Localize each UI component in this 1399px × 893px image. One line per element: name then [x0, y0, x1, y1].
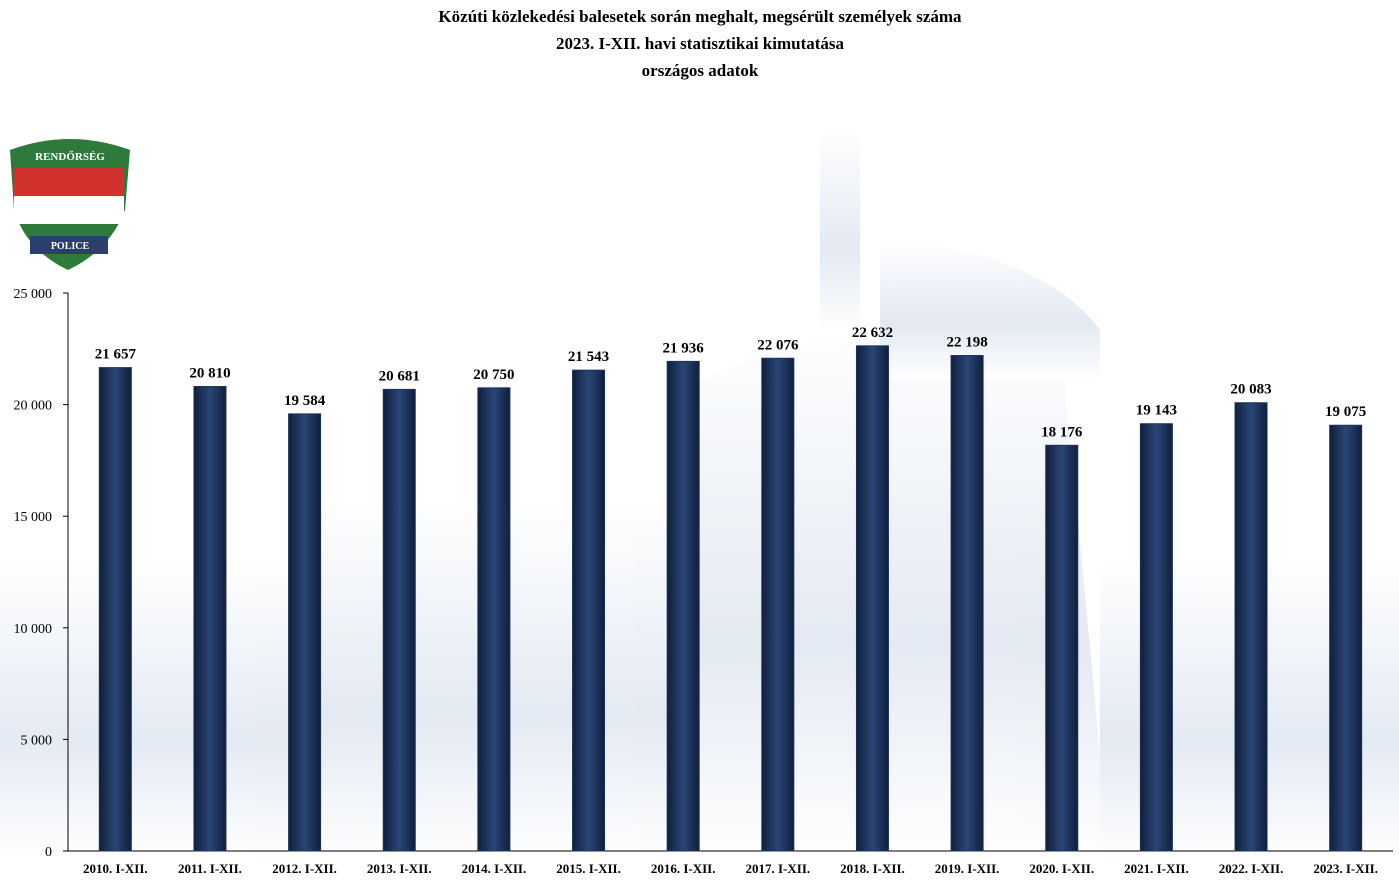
- value-label: 21 657: [95, 347, 137, 363]
- y-tick-label: 15 000: [14, 510, 53, 525]
- value-label: 20 810: [189, 366, 230, 382]
- chart-title: 2023. I-XII. havi statisztikai kimutatás…: [556, 34, 845, 53]
- bar: [1234, 402, 1268, 852]
- x-tick-label: 2023. I-XII.: [1313, 861, 1378, 876]
- value-label: 22 076: [757, 337, 799, 353]
- value-label: 20 083: [1230, 382, 1271, 398]
- y-tick-label: 5 000: [21, 733, 53, 748]
- bar: [950, 355, 984, 852]
- bar: [666, 360, 700, 852]
- logo-top-text: RENDŐRSÉG: [35, 151, 105, 163]
- bar: [1329, 424, 1363, 852]
- bar: [855, 345, 889, 852]
- value-label: 19 075: [1325, 404, 1366, 420]
- x-tick-label: 2015. I-XII.: [556, 861, 621, 876]
- value-label: 18 176: [1041, 424, 1083, 440]
- bar: [761, 357, 795, 852]
- bar: [288, 413, 322, 852]
- y-tick-label: 20 000: [14, 399, 53, 414]
- x-tick-label: 2010. I-XII.: [83, 861, 148, 876]
- chart-title: országos adatok: [642, 61, 759, 80]
- value-label: 21 936: [663, 340, 705, 356]
- value-label: 22 632: [852, 325, 893, 341]
- x-tick-label: 2020. I-XII.: [1029, 861, 1094, 876]
- value-label: 20 750: [473, 367, 514, 383]
- value-label: 21 543: [568, 349, 609, 365]
- x-tick-label: 2022. I-XII.: [1219, 861, 1284, 876]
- logo-bottom-text: POLICE: [51, 241, 90, 252]
- bar: [1139, 423, 1173, 852]
- bar: [382, 388, 416, 852]
- x-tick-label: 2019. I-XII.: [935, 861, 1000, 876]
- x-tick-label: 2014. I-XII.: [462, 861, 527, 876]
- bar: [572, 369, 606, 852]
- value-label: 19 584: [284, 393, 326, 409]
- x-tick-label: 2021. I-XII.: [1124, 861, 1189, 876]
- y-tick-label: 0: [45, 845, 52, 860]
- bar: [98, 367, 132, 852]
- y-tick-label: 25 000: [14, 287, 53, 302]
- chart-title: Közúti közlekedési balesetek során megha…: [438, 7, 962, 26]
- bar: [1045, 444, 1079, 852]
- bar: [193, 386, 227, 852]
- x-tick-label: 2013. I-XII.: [367, 861, 432, 876]
- y-tick-label: 10 000: [14, 622, 53, 637]
- x-tick-label: 2012. I-XII.: [272, 861, 337, 876]
- bar: [477, 387, 511, 852]
- x-tick-label: 2017. I-XII.: [745, 861, 810, 876]
- x-tick-label: 2011. I-XII.: [178, 861, 242, 876]
- x-tick-label: 2016. I-XII.: [651, 861, 716, 876]
- value-label: 22 198: [946, 335, 987, 351]
- police-logo: RENDŐRSÉG POLICE: [10, 139, 130, 270]
- x-tick-label: 2018. I-XII.: [840, 861, 905, 876]
- value-label: 19 143: [1136, 403, 1177, 419]
- value-label: 20 681: [379, 368, 420, 384]
